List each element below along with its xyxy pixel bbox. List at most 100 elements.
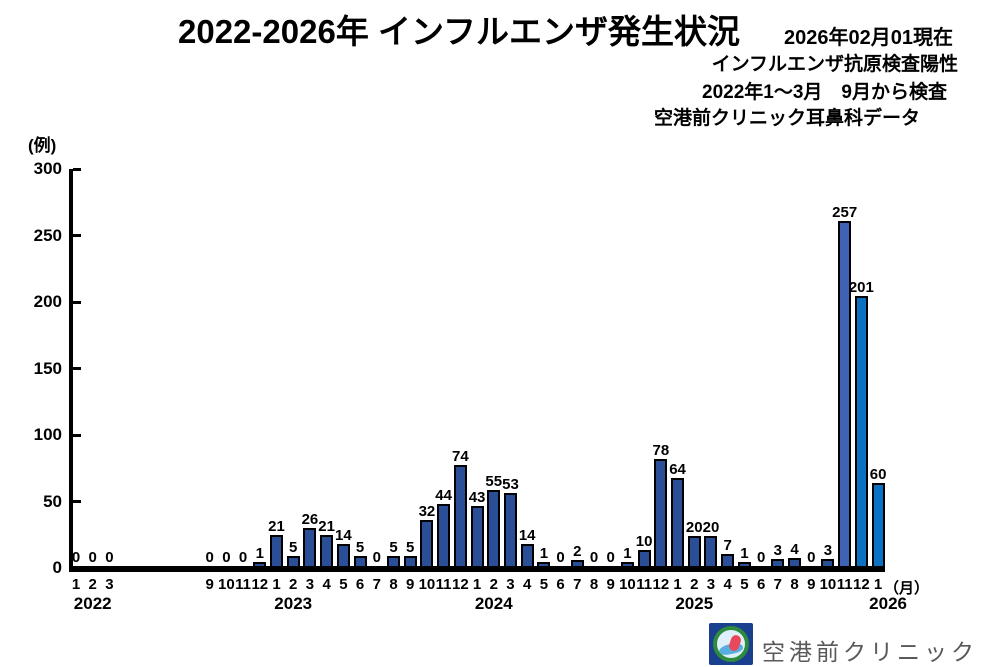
as-of-date: 2026年02月01現在: [784, 27, 953, 49]
month-tick-label: 6: [556, 576, 565, 593]
year-label: 2024: [474, 594, 513, 613]
y-tick-mark: [73, 167, 81, 171]
bar-value-label: 0: [88, 549, 97, 566]
month-tick-label: 11: [836, 576, 853, 593]
bar-value-label: 21: [268, 518, 285, 536]
month-tick-label: 2: [690, 576, 699, 593]
y-axis-unit-label: (例): [28, 136, 57, 155]
bar-value-label: 32: [418, 503, 436, 521]
bar: [420, 520, 434, 568]
bar: [303, 528, 317, 568]
subtitle-line-2: 2022年1～3月 9月から検査: [702, 82, 947, 103]
bar-value-label: 3: [773, 542, 782, 559]
year-label: 2022: [73, 594, 112, 613]
bar-value-label: 64: [669, 460, 686, 478]
bar: [570, 560, 584, 568]
bar: [386, 556, 400, 568]
bar-value-label: 257: [832, 204, 858, 222]
month-tick-label: 11: [435, 576, 452, 593]
bar: [336, 544, 350, 568]
bar-value-label: 14: [518, 527, 536, 545]
month-tick-label: 10: [218, 576, 235, 593]
month-tick-label: 3: [105, 576, 114, 593]
bar-value-label: 0: [372, 549, 381, 566]
bar-value-label: 0: [807, 549, 816, 566]
month-tick-label: 11: [636, 576, 653, 593]
x-axis: [69, 566, 885, 572]
subtitle-line-1: インフルエンザ抗原検査陽性: [711, 54, 958, 75]
y-tick-label: 200: [33, 292, 62, 311]
bar: [270, 535, 284, 568]
month-tick-label: 9: [807, 576, 816, 593]
bar-value-label: 5: [389, 539, 398, 557]
month-tick-label: 7: [372, 576, 381, 593]
bar-value-label: 20: [685, 519, 703, 537]
month-tick-label: 12: [251, 576, 269, 593]
bar: [687, 536, 701, 568]
month-tick-label: 4: [723, 576, 732, 593]
bar-value-label: 60: [869, 466, 887, 484]
bar-value-label: 3: [823, 542, 833, 559]
y-tick-label: 150: [33, 358, 62, 378]
month-tick-label: 11: [235, 576, 252, 593]
y-tick-mark: [73, 433, 81, 437]
month-tick-label: 10: [619, 576, 636, 593]
month-tick-label: 12: [451, 576, 469, 593]
bar: [671, 477, 685, 568]
month-tick-label: 4: [522, 576, 532, 593]
month-tick-label: 10: [418, 576, 436, 593]
bar-value-label: 0: [105, 549, 114, 566]
month-tick-label: 1: [673, 576, 682, 593]
bar: [487, 489, 501, 568]
bar-value-label: 74: [451, 447, 469, 465]
month-tick-label: 8: [790, 576, 799, 593]
bar-value-label: 0: [205, 549, 214, 566]
month-tick-label: 8: [589, 576, 599, 593]
y-tick-mark: [73, 300, 81, 304]
bar: [871, 483, 885, 568]
month-tick-label: 1: [472, 576, 482, 593]
year-label: 2025: [675, 594, 714, 613]
month-tick-label: 5: [539, 576, 549, 593]
month-tick-label: 5: [740, 576, 749, 593]
clinic-logo: [709, 623, 753, 665]
month-tick-label: 5: [339, 576, 348, 593]
bar-value-label: 1: [740, 544, 749, 562]
bar-value-label: 7: [723, 536, 732, 554]
month-tick-label: 7: [773, 576, 782, 593]
month-tick-label: 3: [305, 576, 315, 593]
month-tick-label: 2: [489, 576, 498, 593]
month-tick-label: 12: [853, 576, 870, 593]
chart-title: 2022-2026年 インフルエンザ発生状況: [178, 13, 740, 50]
subtitle-line-3: 空港前クリニック耳鼻科データ: [653, 108, 920, 129]
bar: [838, 221, 852, 568]
y-tick-label: 50: [43, 491, 62, 511]
bar-value-label: 26: [301, 511, 319, 529]
clinic-logo-emblem-icon: [713, 626, 749, 662]
bar-value-label: 1: [539, 544, 549, 562]
bar: [353, 556, 367, 568]
bar-value-label: 21: [318, 518, 335, 536]
bar-value-label: 14: [335, 527, 352, 545]
month-tick-label: 8: [389, 576, 398, 593]
month-tick-label: 10: [819, 576, 837, 593]
bar: [704, 536, 718, 568]
y-tick-label: 300: [33, 159, 62, 178]
month-tick-label: 6: [756, 576, 766, 593]
y-tick-label: 250: [33, 225, 62, 245]
bar: [788, 557, 802, 568]
month-tick-label: 1: [873, 576, 883, 593]
year-label: 2026: [869, 594, 907, 613]
bar-value-label: 20: [702, 519, 720, 537]
bar-value-label: 53: [502, 475, 519, 493]
bar: [403, 556, 417, 568]
bar: [453, 464, 467, 568]
y-tick-label: 0: [52, 558, 62, 577]
month-tick-label: 1: [71, 576, 81, 593]
bar: [503, 492, 517, 568]
month-tick-label: 9: [205, 576, 214, 593]
bar-value-label: 10: [635, 532, 653, 550]
bar: [620, 561, 634, 568]
month-tick-label: 3: [506, 576, 515, 593]
bar: [437, 504, 451, 568]
